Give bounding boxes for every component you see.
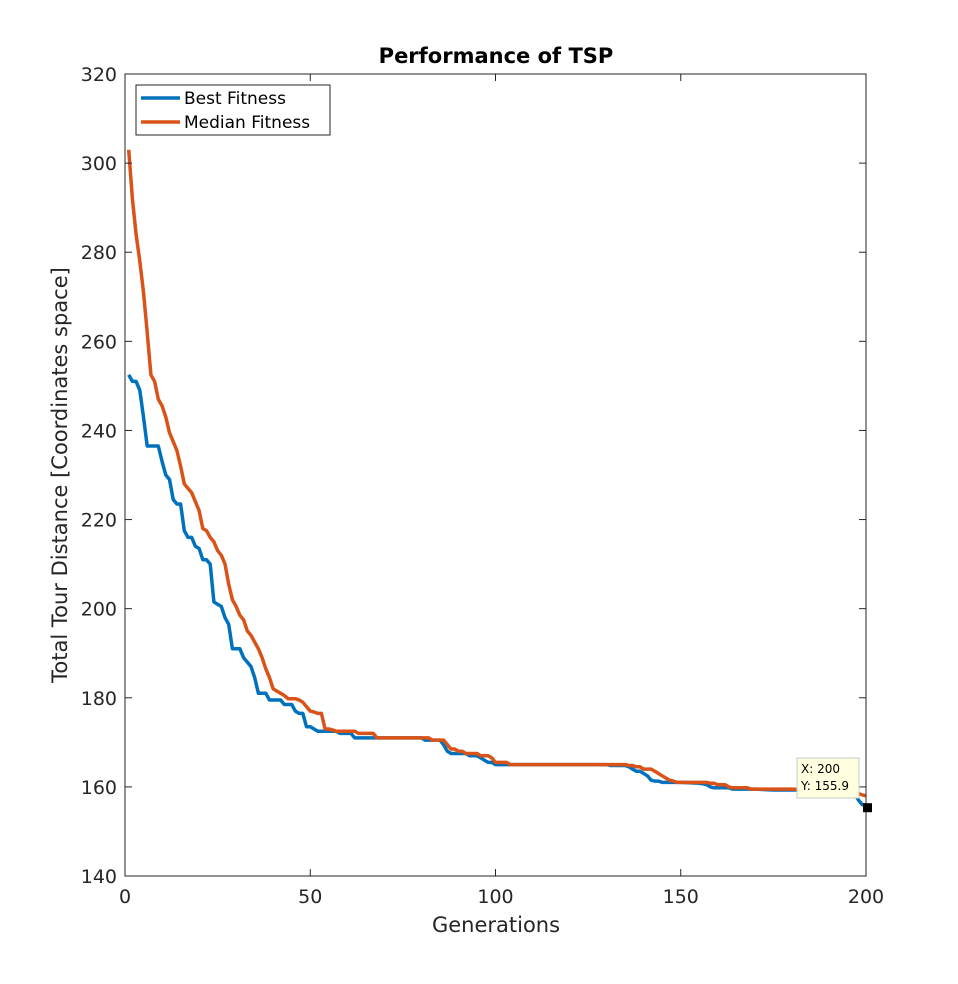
legend-box	[135, 84, 331, 136]
y-tick-label: 180	[81, 688, 117, 710]
y-tick-label: 260	[81, 331, 117, 353]
x-tick-label: 50	[298, 886, 322, 908]
y-tick-label: 160	[81, 777, 117, 799]
y-tick-label: 320	[81, 64, 117, 86]
y-tick-label: 300	[81, 153, 117, 175]
x-tick-label: 100	[477, 886, 513, 908]
y-axis-label: Total Tour Distance [Coordinates space]	[48, 267, 72, 684]
x-tick-label: 150	[663, 886, 699, 908]
chart-title: Performance of TSP	[379, 44, 614, 68]
series-layer	[126, 149, 867, 807]
y-tick-label: 200	[81, 599, 117, 621]
legend-label-median: Median Fitness	[184, 113, 310, 133]
y-tick-label: 220	[81, 510, 117, 532]
x-tick-label: 200	[848, 886, 884, 908]
plot-area	[125, 74, 866, 876]
series-line-best-fitness	[127, 373, 867, 807]
datatip-marker[interactable]	[863, 803, 872, 813]
y-tick-label: 280	[81, 242, 117, 264]
legend-label-best: Best Fitness	[184, 89, 286, 109]
datatip[interactable]: X: 200 Y: 155.9	[796, 757, 872, 813]
x-tick-label: 0	[119, 886, 131, 908]
y-tick-label: 240	[81, 420, 117, 442]
y-tick-label: 140	[81, 866, 117, 888]
series-line-median-fitness	[126, 149, 867, 798]
datatip-box	[796, 757, 860, 799]
x-axis-label: Generations	[432, 913, 560, 937]
datatip-x-text: X: 200	[801, 762, 840, 776]
legend: Best Fitness Median Fitness	[135, 84, 331, 136]
datatip-y-text: Y: 155.9	[800, 779, 849, 793]
tick-layer: 0 50 100 150 200 140 160 180 200 220 240 260 280 300 3…	[81, 64, 884, 908]
